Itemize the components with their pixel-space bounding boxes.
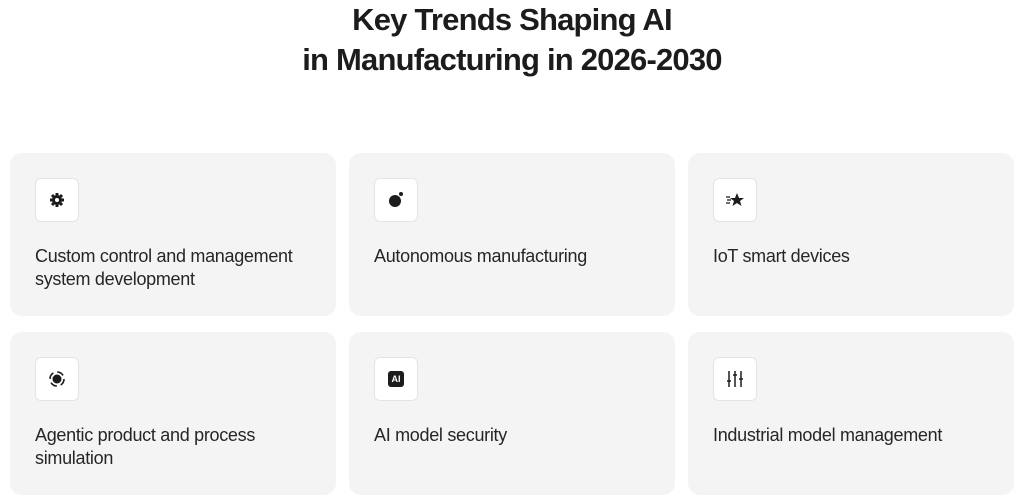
card: Agentic product and process simulation bbox=[10, 332, 336, 495]
card-label: Industrial model management bbox=[713, 425, 943, 445]
card-label: Autonomous manufacturing bbox=[374, 246, 587, 266]
icon-text: AI bbox=[388, 371, 404, 387]
card: Industrial model management bbox=[688, 332, 1014, 495]
icon: AI bbox=[374, 357, 418, 401]
title-line: in Manufacturing in 2026-2030 bbox=[302, 42, 722, 77]
icon bbox=[35, 357, 79, 401]
card: IoT smart devices bbox=[688, 153, 1014, 316]
card: Custom control and management system dev… bbox=[10, 153, 336, 316]
icon bbox=[35, 178, 79, 222]
icon bbox=[374, 178, 418, 222]
card-label: Custom control and management system dev… bbox=[35, 246, 293, 289]
card-label: Agentic product and process simulation bbox=[35, 425, 256, 468]
title-line: Key Trends Shaping AI bbox=[352, 2, 672, 37]
card: Autonomous manufacturing bbox=[349, 153, 675, 316]
card-label: IoT smart devices bbox=[713, 246, 850, 266]
icon bbox=[713, 178, 757, 222]
card-label: AI model security bbox=[374, 425, 507, 445]
title: Key Trends Shaping AI in Manufacturing i… bbox=[0, 0, 1024, 80]
icon bbox=[713, 357, 757, 401]
card: AI AI model security bbox=[349, 332, 675, 495]
